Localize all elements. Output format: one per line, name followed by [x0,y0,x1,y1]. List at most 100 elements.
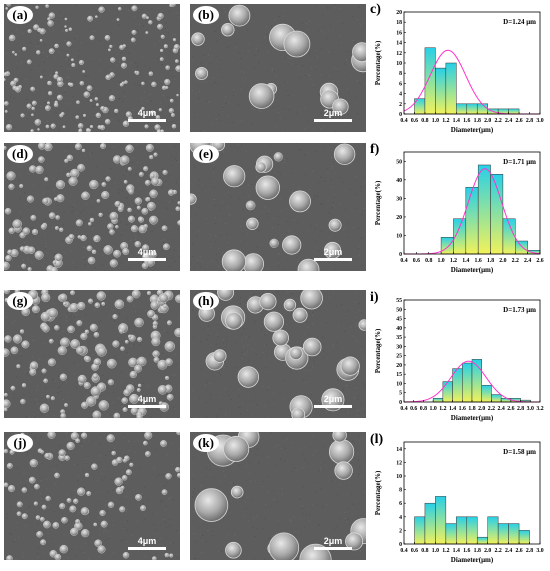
x-tick-label: 0.4 [400,406,407,412]
x-tick-label: 0.4 [400,118,407,124]
histogram-bar [435,67,447,115]
panel-label: (h) [193,292,219,310]
scale-bar-label: 2μm [323,536,343,546]
y-tick-label: 8 [399,71,402,77]
scale-bar: 4μm [128,247,166,261]
y-tick-label: 4 [399,92,402,98]
x-tick-label: 1.6 [463,118,470,124]
y-tick-label: 30 [396,196,402,202]
y-tick-label: 8 [399,488,402,494]
y-tick-label: 10 [396,61,402,67]
y-tick-label: 12 [396,51,402,57]
y-tick-label: 35 [396,335,402,341]
sem-image-k: (k) 2μm [190,432,366,560]
mean-diameter-annotation: D=1.58 μm [503,448,536,456]
mean-diameter-annotation: D=1.24 μm [503,18,536,26]
y-axis-label: Percentage(%) [374,328,382,373]
histogram-bar [432,398,444,403]
y-tick-label: 25 [396,354,402,360]
x-tick-label: 3.0 [536,118,543,124]
x-tick-label: 2.4 [505,548,512,554]
panel-label: (j) [7,434,33,452]
x-tick-label: 2.6 [515,118,522,124]
sem-image-a: (a) 4μm [4,4,180,132]
y-tick-label: 14 [396,447,402,453]
panel-label: (g) [7,292,33,310]
x-tick-label: 1.8 [474,118,481,124]
histogram-bar [491,394,502,403]
scale-bar-label: 2μm [323,247,343,257]
panel-label: c) [370,2,381,17]
x-tick-label: 3.2 [536,406,543,412]
sem-image-b: (b) 2μm [190,4,366,132]
x-tick-label: 1.8 [468,406,475,412]
x-tick-label: 1.2 [439,406,446,412]
y-tick-label: 30 [396,344,402,350]
x-tick-label: 1.0 [430,406,437,412]
y-axis-label: Percentage(%) [374,180,382,225]
x-tick-label: 2.4 [498,406,505,412]
x-tick-label: 0.4 [400,548,407,554]
histogram-bar [476,103,488,115]
panel-label: (e) [193,145,219,163]
histogram-bar [477,164,491,255]
x-tick-label: 0.8 [421,118,428,124]
x-tick-label: 1.8 [487,258,494,264]
histogram-bar [508,523,520,545]
x-tick-label: 2.0 [499,258,506,264]
y-axis-label: Percentage(%) [374,40,382,85]
x-tick-label: 2.4 [505,118,512,124]
y-tick-label: 10 [396,381,402,387]
histogram-bar [462,362,473,403]
panel-label: i) [370,290,379,305]
y-tick-label: 12 [396,460,402,466]
scale-bar-label: 4μm [137,536,157,546]
y-tick-label: 0 [399,252,402,258]
scale-bar-label: 4μm [137,247,157,257]
x-tick-label: 1.2 [442,548,449,554]
mean-diameter-annotation: D=1.71 μm [503,158,536,166]
x-tick-label: 1.4 [449,406,456,412]
panel-label: (l) [370,432,384,447]
x-tick-label: 0.6 [413,258,420,264]
y-tick-label: 20 [396,363,402,369]
histogram-bar [476,536,488,545]
x-tick-label: 2.2 [495,118,502,124]
x-tick-label: 0.6 [411,548,418,554]
histogram-bar [518,530,530,545]
histogram-bar [515,240,528,255]
y-tick-label: 40 [396,178,402,184]
x-tick-label: 2.2 [512,258,519,264]
scale-bar-label: 4μm [137,394,157,404]
y-tick-label: 50 [396,307,402,313]
x-tick-label: 2.6 [536,258,543,264]
y-tick-label: 20 [396,10,402,16]
scale-bar-label: 2μm [323,394,343,404]
histogram-bar [508,108,520,115]
y-tick-label: 10 [396,233,402,239]
histogram-bar [456,516,468,545]
scale-bar: 2μm [314,247,352,261]
x-tick-label: 3.0 [536,548,543,554]
y-tick-label: 16 [396,30,402,36]
histogram-bar [465,186,479,255]
panel-label: (k) [193,434,219,452]
x-tick-label: 2.0 [484,118,491,124]
scale-bar: 4μm [128,394,166,408]
sem-image-d: (d) 4μm [4,143,180,271]
y-tick-label: 14 [396,41,402,47]
panel-label: (b) [193,6,219,24]
x-tick-label: 2.8 [517,406,524,412]
y-tick-label: 0 [399,542,402,548]
histogram-bar [424,47,436,115]
x-tick-label: 1.0 [432,548,439,554]
y-tick-label: 20 [396,215,402,221]
histogram-f: f) 0.4 0.6 0.8 1.0 1.2 1.4 1.6 1.8 2.0 2.2 2.4 2.6 0… [368,140,548,276]
x-tick-label: 0.8 [421,548,428,554]
x-tick-label: 1.8 [474,548,481,554]
scale-bar-label: 2μm [323,108,343,118]
plot-frame [403,441,541,545]
y-tick-label: 50 [396,159,402,165]
x-tick-label: 2.6 [515,548,522,554]
x-tick-label: 2.0 [478,406,485,412]
